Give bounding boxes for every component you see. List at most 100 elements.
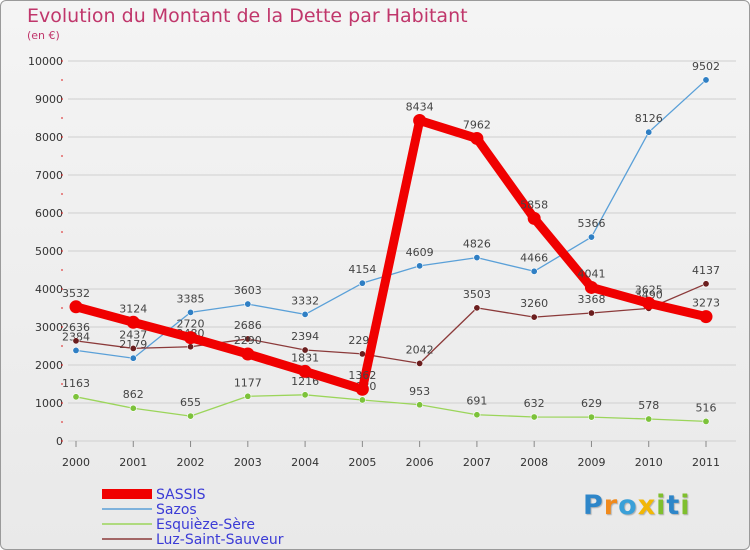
series-line bbox=[75, 79, 707, 359]
data-point bbox=[126, 315, 140, 329]
series-luz-saint-sauveur: 2636243724802686239422922042350332603368… bbox=[62, 264, 720, 367]
data-label: 2686 bbox=[234, 319, 262, 332]
data-point bbox=[416, 359, 424, 367]
data-point bbox=[129, 404, 137, 412]
logo-letter: P bbox=[583, 490, 604, 521]
data-point bbox=[473, 304, 481, 312]
data-point bbox=[702, 76, 710, 84]
data-point bbox=[473, 254, 481, 262]
logo-letter: o bbox=[618, 490, 638, 521]
logo-letter: i bbox=[656, 490, 667, 521]
data-point bbox=[587, 233, 595, 241]
data-point bbox=[702, 280, 710, 288]
logo-letter: x bbox=[637, 490, 657, 521]
data-point bbox=[244, 392, 252, 400]
series-esqui-ze-s-re: 1163862655117712161080953691632629578516 bbox=[62, 375, 717, 425]
data-label: 2720 bbox=[177, 318, 205, 331]
data-point bbox=[301, 310, 309, 318]
x-tick-label: 2004 bbox=[291, 456, 319, 469]
data-label: 2042 bbox=[406, 343, 434, 356]
logo-letter: t bbox=[666, 490, 681, 521]
y-tick-label: 4000 bbox=[35, 283, 63, 296]
data-label: 629 bbox=[581, 397, 602, 410]
data-label: 4466 bbox=[520, 251, 548, 264]
data-point bbox=[699, 310, 713, 324]
x-tick-label: 2001 bbox=[119, 456, 147, 469]
data-point bbox=[298, 364, 312, 378]
data-label: 3368 bbox=[577, 293, 605, 306]
y-tick-label: 1000 bbox=[35, 397, 63, 410]
data-label: 5366 bbox=[577, 217, 605, 230]
data-point bbox=[187, 412, 195, 420]
data-label: 1177 bbox=[234, 376, 262, 389]
data-point bbox=[587, 309, 595, 317]
x-tick-label: 2009 bbox=[577, 456, 605, 469]
y-tick-label: 8000 bbox=[35, 131, 63, 144]
data-point bbox=[129, 354, 137, 362]
data-point bbox=[72, 337, 80, 345]
data-label: 3625 bbox=[635, 283, 663, 296]
data-label: 1831 bbox=[291, 351, 319, 364]
data-label: 4826 bbox=[463, 238, 491, 251]
data-point bbox=[69, 300, 83, 314]
x-tick-label: 2005 bbox=[348, 456, 376, 469]
data-label: 2636 bbox=[62, 321, 90, 334]
legend-label: Luz-Saint-Sauveur bbox=[156, 532, 284, 548]
y-tick-label: 10000 bbox=[28, 55, 63, 68]
logo-letter: i bbox=[680, 490, 691, 521]
data-label: 7962 bbox=[463, 118, 491, 131]
data-label: 3260 bbox=[520, 297, 548, 310]
series-line bbox=[75, 283, 707, 365]
legend: SASSISSazosEsquièze-SèreLuz-Saint-Sauveu… bbox=[102, 487, 284, 548]
y-tick-label: 6000 bbox=[35, 207, 63, 220]
data-point bbox=[642, 296, 656, 310]
data-point bbox=[530, 313, 538, 321]
data-label: 2290 bbox=[234, 334, 262, 347]
data-point bbox=[244, 300, 252, 308]
chart-title: Evolution du Montant de la Dette par Hab… bbox=[27, 5, 468, 27]
data-label: 3503 bbox=[463, 288, 491, 301]
data-point bbox=[587, 413, 595, 421]
data-point bbox=[184, 331, 198, 345]
data-label: 9502 bbox=[692, 60, 720, 73]
data-label: 691 bbox=[466, 395, 487, 408]
data-label: 2384 bbox=[62, 330, 90, 343]
data-point bbox=[358, 279, 366, 287]
y-tick-label: 7000 bbox=[35, 169, 63, 182]
data-label: 3532 bbox=[62, 287, 90, 300]
legend-label: SASSIS bbox=[156, 487, 206, 503]
data-label: 2437 bbox=[119, 328, 147, 341]
data-point bbox=[244, 335, 252, 343]
data-point bbox=[416, 262, 424, 270]
data-point bbox=[187, 343, 195, 351]
data-label: 4041 bbox=[577, 267, 605, 280]
data-point bbox=[129, 344, 137, 352]
x-tick-label: 2003 bbox=[234, 456, 262, 469]
x-tick-label: 2010 bbox=[635, 456, 663, 469]
data-point bbox=[470, 131, 484, 145]
data-point bbox=[645, 415, 653, 423]
data-point bbox=[358, 350, 366, 358]
x-tick-label: 2007 bbox=[463, 456, 491, 469]
x-tick-label: 2000 bbox=[62, 456, 90, 469]
data-label: 578 bbox=[638, 399, 659, 412]
data-point bbox=[702, 417, 710, 425]
data-label: 1163 bbox=[62, 377, 90, 390]
legend-label: Sazos bbox=[156, 502, 197, 518]
x-tick-label: 2006 bbox=[406, 456, 434, 469]
y-tick-label: 9000 bbox=[35, 93, 63, 106]
proxiti-logo: Proxiti bbox=[583, 490, 691, 521]
data-label: 3603 bbox=[234, 284, 262, 297]
y-tick-label: 5000 bbox=[35, 245, 63, 258]
data-point bbox=[187, 308, 195, 316]
data-label: 8126 bbox=[635, 112, 663, 125]
logo-letter: r bbox=[603, 490, 619, 521]
series-line bbox=[75, 394, 707, 423]
x-tick-label: 2008 bbox=[520, 456, 548, 469]
data-label: 516 bbox=[696, 401, 717, 414]
legend-label: Esquièze-Sère bbox=[156, 517, 255, 533]
data-point bbox=[241, 347, 255, 361]
data-point bbox=[358, 396, 366, 404]
